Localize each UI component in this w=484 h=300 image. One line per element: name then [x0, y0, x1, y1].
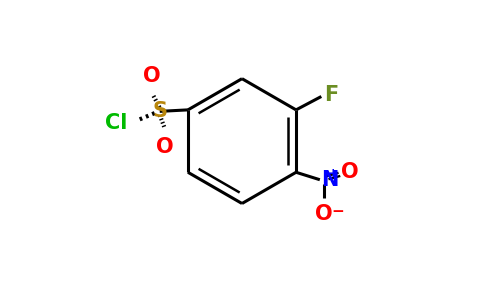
Text: Cl: Cl — [105, 113, 128, 133]
Text: −: − — [332, 203, 344, 218]
Text: S: S — [152, 101, 167, 122]
Text: O: O — [143, 66, 161, 86]
Text: O: O — [316, 203, 333, 224]
Text: +: + — [328, 167, 338, 180]
Text: N: N — [321, 170, 339, 190]
Text: O: O — [341, 162, 358, 182]
Text: O: O — [156, 136, 174, 157]
Text: F: F — [324, 85, 338, 105]
